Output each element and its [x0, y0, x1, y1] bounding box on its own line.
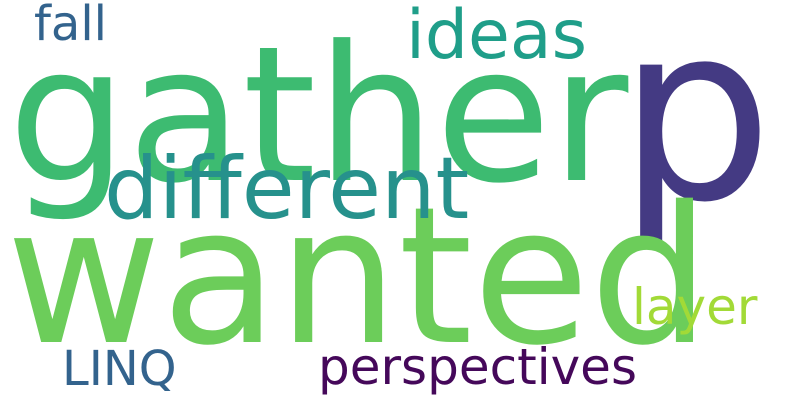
word-perspectives: perspectives	[318, 338, 637, 396]
word-different: different	[104, 139, 470, 239]
word-linq: LINQ	[62, 341, 177, 397]
word-layer: layer	[632, 278, 758, 336]
word-ideas: ideas	[406, 0, 587, 75]
word-fall: fall	[34, 0, 107, 52]
word-p: p	[618, 0, 773, 256]
word-wanted: wanted	[6, 166, 711, 387]
word-gather: gather	[8, 6, 629, 225]
